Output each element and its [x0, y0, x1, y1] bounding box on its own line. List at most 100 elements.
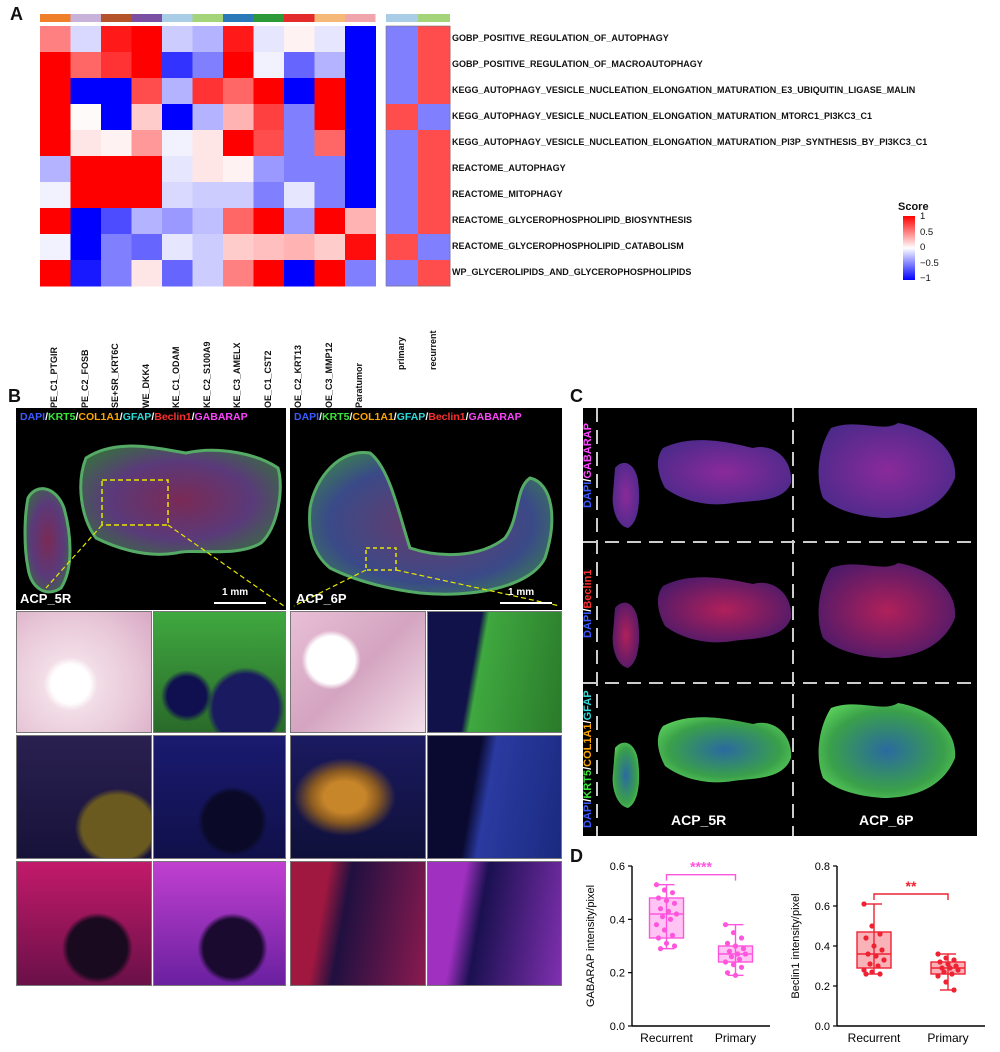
heatmap-cell [101, 104, 132, 131]
data-point [667, 916, 674, 922]
heatmap-column-label: OE_C1_CST2 [262, 350, 273, 408]
heatmap-cell [40, 26, 71, 53]
data-point [661, 887, 668, 893]
scale-text-5r: 1 mm [222, 587, 249, 598]
channel-name: / [319, 411, 323, 423]
heatmap-cell [70, 156, 102, 183]
heatmap-side-column-label: primary [396, 336, 406, 370]
y-axis-label: GABARAP intensity/pixel [585, 885, 597, 1007]
data-point [935, 973, 941, 979]
y-tick-label: 0.8 [815, 861, 830, 873]
x-tick-label: Recurrent [640, 1031, 693, 1045]
box-recurrent [856, 901, 892, 977]
panel-letter-a: A [10, 4, 23, 24]
channel-name: DAPI [583, 801, 594, 828]
sample-label-6p: ACP_6P [859, 812, 914, 828]
tile-gabarap-5r [153, 861, 286, 986]
heatmap-cell [192, 78, 224, 105]
beclin1-boxplot: 0.0 0.2 0.4 0.6 0.8 Beclin1 intensity/pixel Re… [790, 861, 985, 1045]
data-point [879, 947, 885, 953]
channel-name: GABARAP [468, 411, 522, 423]
heatmap-cell [131, 26, 163, 53]
data-point [955, 967, 961, 973]
heatmap-cell [223, 52, 254, 79]
data-point [953, 963, 959, 969]
data-point [742, 951, 749, 957]
channel-name: Beclin1 [583, 569, 594, 609]
heatmap-cell [101, 26, 132, 53]
side-heatmap-cell [418, 26, 451, 53]
heatmap-cell [223, 208, 254, 235]
heatmap-cell [101, 208, 132, 235]
heatmap-cell [345, 130, 376, 157]
y-tick-label: 0.2 [610, 968, 625, 980]
scale-bar-5r [214, 602, 266, 604]
side-heatmap-cell [418, 130, 451, 157]
channel-name: DAPI [20, 411, 46, 423]
annotation-bar-9 [314, 14, 345, 22]
data-point [657, 906, 664, 912]
data-point [657, 946, 664, 952]
channel-name: / [119, 411, 123, 423]
data-point [877, 971, 883, 977]
heatmap [40, 14, 451, 287]
side-heatmap-cell [386, 182, 419, 209]
data-point [722, 959, 729, 965]
heatmap-cell [131, 52, 163, 79]
channel-name: / [465, 411, 469, 423]
heatmap-cell [101, 260, 132, 287]
data-point [875, 963, 881, 969]
heatmap-cell [131, 130, 163, 157]
heatmap-row-label: WP_GLYCEROLIPIDS_AND_GLYCEROPHOSPHOLIPID… [452, 267, 692, 277]
heatmap-cell [70, 234, 102, 261]
heatmap-row-label: REACTOME_GLYCEROPHOSPHOLIPID_CATABOLISM [452, 241, 684, 251]
heatmap-row-label: GOBP_POSITIVE_REGULATION_OF_MACROAUTOPHA… [452, 59, 703, 69]
overview-image-acp6p: DAPI/KRT5/COL1A1/GFAP/Beclin1/GABARAP AC… [290, 408, 562, 610]
heatmap-cell [162, 26, 193, 53]
channel-label-beclin1: DAPI/Beclin1 [583, 570, 594, 638]
channel-label-gabarap: DAPI/GABARAP [583, 423, 594, 508]
heatmap-cell [131, 104, 163, 131]
data-point [671, 900, 678, 906]
heatmap-cell [223, 104, 254, 131]
heatmap-cell [314, 234, 346, 261]
heatmap-cell [284, 104, 315, 131]
annotation-bar-3 [131, 14, 162, 22]
side-heatmap-cell [386, 260, 419, 287]
channel-name: / [425, 411, 429, 423]
data-point [865, 951, 871, 957]
heatmap-cell [40, 260, 71, 287]
heatmap-row-label: KEGG_AUTOPHAGY_VESICLE_NUCLEATION_ELONGA… [452, 85, 916, 95]
annotation-bar-0 [40, 14, 71, 22]
data-point [732, 943, 739, 949]
gabarap-boxplot: 0.0 0.2 0.4 0.6 GABARAP intensity/pixel Recur… [585, 859, 770, 1045]
data-point [730, 962, 737, 968]
channel-name: / [583, 720, 594, 724]
heatmap-cell [284, 78, 315, 105]
data-point [722, 922, 729, 928]
data-point [937, 959, 943, 965]
box-recurrent [648, 882, 685, 952]
data-point [726, 948, 733, 954]
tissue-section-5r [23, 444, 285, 607]
panel-letter-b: B [8, 386, 21, 406]
sample-label-5r: ACP_5R [671, 812, 727, 828]
channel-legend: DAPI/KRT5/COL1A1/GFAP/Beclin1/GABARAP [294, 411, 522, 423]
heatmap-cell [253, 78, 285, 105]
heatmap-cell [314, 208, 346, 235]
data-point [738, 935, 745, 941]
side-heatmap-cell [418, 234, 451, 261]
heatmap-cell [70, 208, 102, 235]
y-tick-label: 0.4 [610, 914, 625, 926]
channel-name: / [349, 411, 353, 423]
heatmap-row-label: KEGG_AUTOPHAGY_VESICLE_NUCLEATION_ELONGA… [452, 137, 928, 147]
heatmap-cell [253, 208, 285, 235]
data-point [873, 953, 879, 959]
heatmap-cell [131, 208, 163, 235]
legend-tick: 0.5 [920, 226, 934, 238]
channel-name: / [45, 411, 49, 423]
heatmap-cell [162, 260, 193, 287]
heatmap-cell [70, 130, 102, 157]
tile-gfap-6p [427, 735, 562, 859]
data-point [941, 969, 947, 975]
